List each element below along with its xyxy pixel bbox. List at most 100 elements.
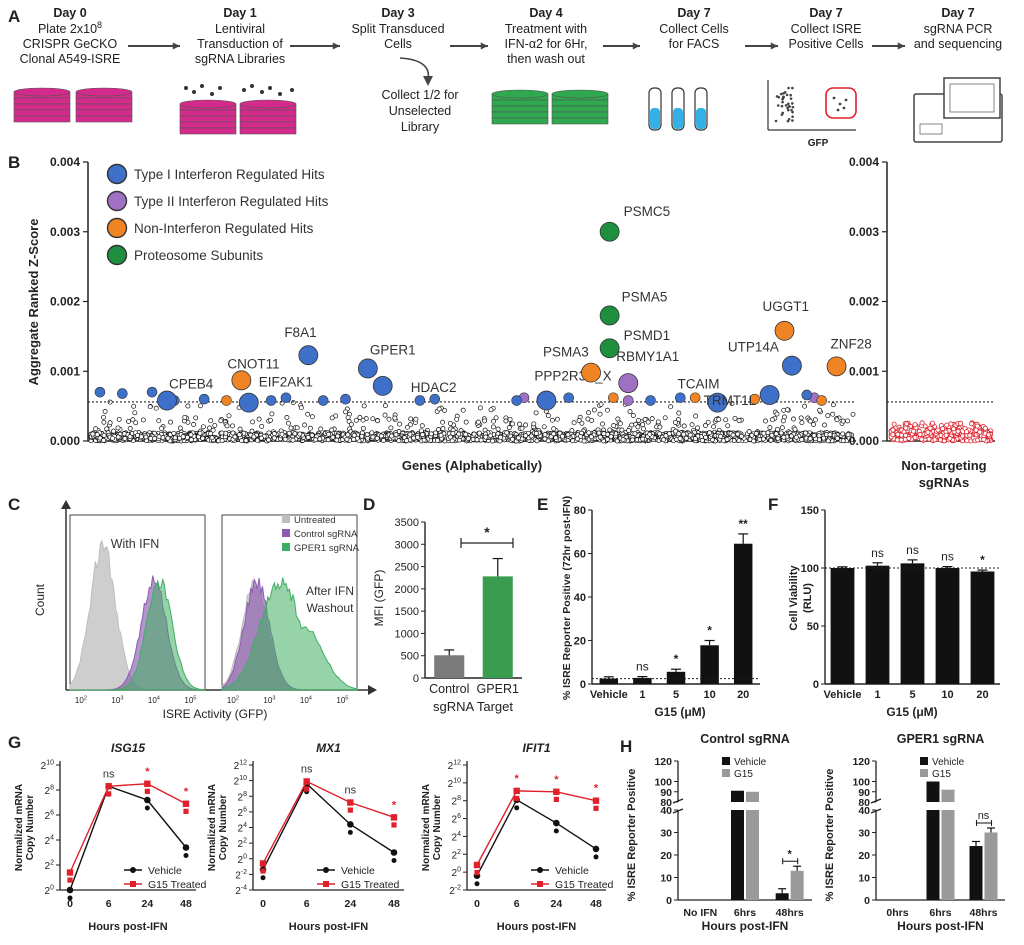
panel-e-bar: 0 20 40 60 80 Vehicle 1 ns 5 * 10 * 20 ** % ISRE Repor… [561, 496, 760, 719]
hit-point [599, 221, 620, 242]
histogram-gper1-sgrna [70, 577, 206, 691]
dish-top [239, 99, 297, 109]
mini-dot [780, 104, 784, 108]
gene-point [617, 421, 623, 427]
bar-y-tick-label: 150 [801, 505, 819, 517]
g-significance: * [594, 783, 599, 795]
step-text: IFN-α2 for 6Hr, [505, 37, 588, 51]
gene-point [345, 432, 351, 438]
gene-point [703, 423, 708, 428]
nt-x-title: Non-targeting [901, 458, 986, 473]
dish-layer [75, 115, 133, 123]
gene-point [288, 425, 294, 431]
bar-y-tick-label: 0 [813, 679, 819, 691]
bar [434, 655, 465, 678]
step-text: CRISPR GeCKO [23, 37, 118, 51]
gene-point [498, 434, 504, 440]
gene-point [768, 437, 774, 443]
g-x-tick-label: 48 [590, 898, 602, 910]
arrow-head [172, 42, 180, 50]
gene-point [605, 436, 610, 442]
gene-point [834, 417, 840, 423]
gene-point [226, 413, 232, 419]
tick-base: 10 [75, 696, 84, 705]
tick-exponent: 6 [457, 813, 461, 820]
gene-point [294, 425, 300, 431]
gene-point [421, 437, 427, 443]
gene-point [784, 407, 790, 413]
g-replicate-g15 [593, 805, 599, 811]
tick-exponent: 10 [453, 777, 461, 784]
tick-exponent: 2 [236, 695, 239, 701]
bar-category-label: GPER1 [477, 682, 519, 696]
gene-point [148, 435, 154, 441]
nt-point [912, 422, 918, 428]
g-x-tick-label: 48 [180, 898, 192, 910]
bar-category-label: 20 [737, 689, 749, 701]
tick-exponent: 5 [345, 695, 348, 701]
gene-point [641, 426, 646, 432]
arrow-head [897, 42, 905, 50]
gene-point [533, 430, 539, 436]
gene-point [850, 411, 856, 417]
nt-y-tick-label: 0.001 [849, 364, 879, 378]
dish-layer [13, 109, 71, 117]
h-category-label: 6hrs [734, 907, 756, 919]
tick-exponent: 8 [457, 795, 461, 802]
hit-point-small [622, 395, 634, 406]
tick-base: 2 [41, 761, 47, 772]
gene-point [817, 407, 823, 413]
d-significance: * [484, 524, 490, 540]
gene-point [769, 432, 775, 438]
gene-point [483, 434, 489, 440]
gene-point [413, 416, 419, 422]
hit-psmc5: PSMC5 [599, 204, 670, 242]
mini-dot [776, 104, 780, 107]
step-text: for FACS [669, 37, 720, 51]
h-legend-label: G15 [932, 769, 951, 780]
gene-point [626, 428, 632, 433]
gene-point [116, 416, 122, 422]
tick-base: 2 [45, 836, 51, 847]
hit-cpeb4: CPEB4 [157, 377, 214, 411]
gene-point [127, 434, 133, 440]
c-x-tick-label: 103 [263, 695, 275, 705]
hit-point [357, 358, 378, 379]
bar-y-tick-label: 2500 [395, 562, 419, 574]
gene-point [236, 432, 242, 438]
dish-layer [239, 109, 297, 117]
nt-point [919, 420, 925, 426]
gene-point [436, 427, 441, 432]
tick-base: 2 [238, 792, 244, 803]
g-y-tick-label: 22 [45, 860, 55, 873]
h-title: GPER1 sgRNA [897, 732, 985, 746]
g-y-tick-label: 26 [452, 813, 462, 826]
g-y-tick-label: 212 [234, 760, 247, 773]
g-point-g15 [592, 797, 600, 804]
gene-point [168, 419, 173, 425]
hit-rbmy1a1: RBMY1A1 [616, 349, 679, 394]
gene-point [640, 422, 646, 428]
gene-point [290, 437, 296, 443]
gene-point [440, 419, 446, 425]
gene-point [545, 413, 551, 419]
h-bar-upper [941, 789, 955, 802]
step-text-base: Plate 2x10 [38, 22, 97, 36]
hit-point-small [117, 388, 128, 399]
gene-point [266, 437, 272, 443]
gene-point [716, 416, 722, 422]
g-significance: * [554, 774, 559, 786]
c-title-with-ifn: With IFN [111, 537, 160, 551]
h-y-tick-label: 120 [654, 756, 672, 768]
nt-point [927, 425, 933, 431]
gene-point [230, 430, 236, 436]
virus-dot [250, 84, 254, 88]
c-legend-label: GPER1 sgRNA [294, 543, 360, 554]
tick-base: 10 [263, 696, 272, 705]
panel-letters: A B C D E F G H [8, 7, 778, 756]
g-y-title: Copy Number [432, 795, 443, 861]
hit-f8a1: F8A1 [284, 325, 319, 366]
dish-layer [551, 111, 609, 119]
